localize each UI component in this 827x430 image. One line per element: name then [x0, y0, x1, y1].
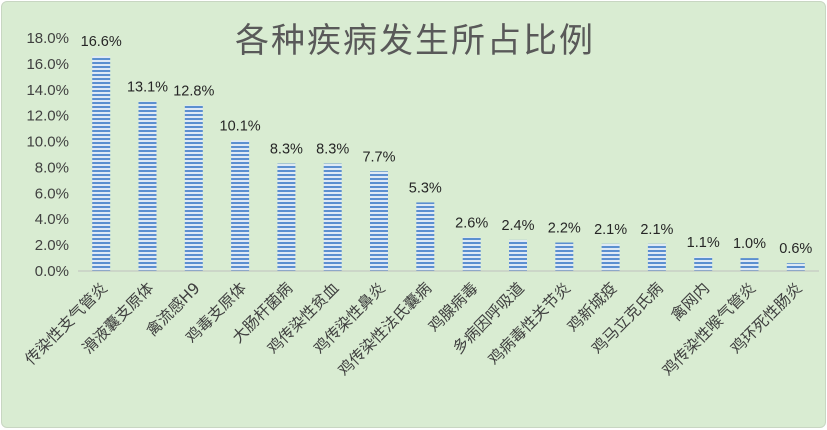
- bar: [92, 56, 111, 271]
- y-tick-label: 6.0%: [35, 185, 69, 202]
- data-label: 2.6%: [455, 215, 488, 231]
- y-tick-label: 0.0%: [35, 263, 69, 280]
- y-tick-label: 8.0%: [35, 159, 69, 176]
- data-label: 1.0%: [733, 236, 766, 252]
- chart-title: 各种疾病发生所占比例: [235, 21, 595, 61]
- bar: [416, 202, 435, 271]
- bar: [740, 258, 759, 271]
- y-tick-label: 4.0%: [35, 211, 69, 228]
- bar: [138, 101, 157, 272]
- bars-group: [92, 56, 805, 272]
- data-labels-group: 16.6% 13.1% 12.8% 10.1% 8.3% 8.3% 7.7% 5.3% 2.6%…: [81, 34, 813, 257]
- bar: [231, 140, 250, 271]
- x-axis: 传染性支气管炎滑液囊支原体禽流感H9鸡毒支原体大肠杆菌病鸡传染性贫血鸡传染性鼻炎…: [22, 270, 819, 380]
- y-tick-label: 16.0%: [26, 56, 69, 73]
- data-label: 7.7%: [362, 149, 395, 165]
- y-tick-label: 10.0%: [26, 134, 69, 151]
- data-label: 8.3%: [270, 142, 303, 158]
- data-label: 2.1%: [594, 222, 627, 238]
- bar: [323, 163, 342, 271]
- bar: [786, 263, 805, 271]
- bar: [555, 242, 574, 271]
- bar: [647, 243, 666, 271]
- data-label: 10.1%: [220, 118, 261, 134]
- bar: [184, 105, 203, 271]
- bar: [601, 243, 620, 271]
- y-tick-label: 14.0%: [26, 82, 69, 99]
- data-label: 2.1%: [640, 222, 673, 238]
- x-tick-label: 禽网内: [667, 279, 713, 325]
- y-axis: 0.0% 2.0% 4.0% 6.0% 8.0% 10.0% 12.0% 14.0% 16.0%…: [26, 30, 69, 280]
- data-label: 2.4%: [501, 218, 534, 234]
- y-tick-label: 18.0%: [26, 30, 69, 47]
- data-label: 1.1%: [687, 235, 720, 251]
- data-label: 8.3%: [316, 142, 349, 158]
- x-tick-label: 传染性支气管炎: [22, 279, 111, 368]
- data-label: 16.6%: [81, 34, 122, 50]
- bar: [509, 239, 527, 271]
- bar: [462, 237, 481, 271]
- bar: [694, 256, 713, 271]
- bar: [277, 163, 296, 271]
- y-tick-label: 12.0%: [26, 108, 69, 125]
- x-tick-label: 鸡病毒性关节炎: [485, 279, 574, 368]
- data-label: 2.2%: [548, 221, 581, 237]
- data-label: 13.1%: [127, 79, 168, 95]
- bar: [370, 171, 388, 271]
- data-label: 12.8%: [173, 83, 214, 99]
- data-label: 0.6%: [779, 241, 812, 257]
- y-tick-label: 2.0%: [35, 237, 69, 254]
- data-label: 5.3%: [409, 180, 442, 196]
